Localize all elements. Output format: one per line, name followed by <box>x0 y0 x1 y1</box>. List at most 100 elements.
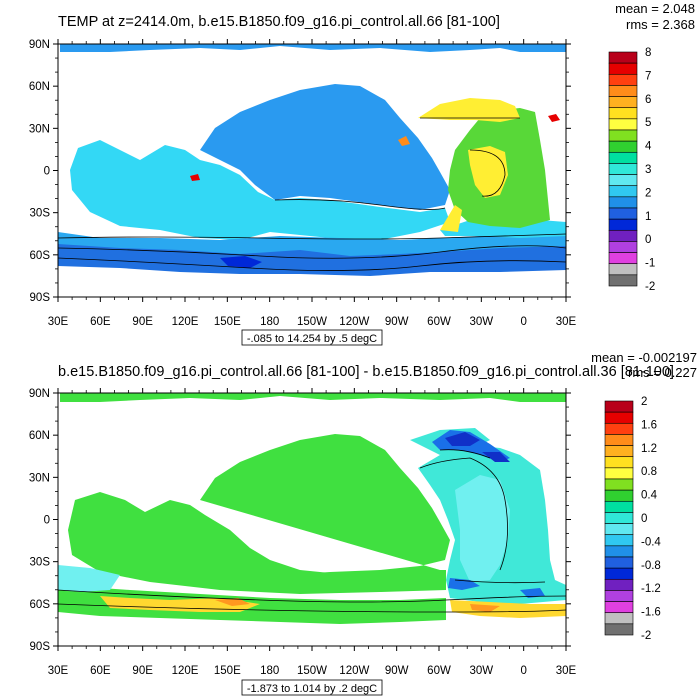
panel-2-range-box <box>241 679 383 696</box>
colorbar-swatch <box>608 163 638 175</box>
p2-southern-orange <box>215 598 250 606</box>
colorbar-label: 7 <box>645 70 651 82</box>
colorbar-label: 0.4 <box>641 490 658 502</box>
colorbar-label: 0 <box>641 513 647 525</box>
colorbar-swatch <box>604 623 634 636</box>
colorbar-swatch <box>604 590 634 602</box>
lat-label: 30S <box>30 557 51 569</box>
colorbar-label: 4 <box>645 141 652 153</box>
colorbar-label: -0.4 <box>641 536 661 548</box>
panel-2: b.e15.B1850.f09_g16.pi_control.all.66 [8… <box>29 350 697 696</box>
colorbar-swatch <box>604 556 634 569</box>
lon-label: 150W <box>297 316 327 328</box>
colorbar-swatch <box>608 140 638 153</box>
colorbar-label: 3 <box>645 164 651 176</box>
colorbar-swatch <box>608 241 638 253</box>
p1-contours <box>58 117 566 271</box>
p2-labrador-deep-2 <box>482 452 510 462</box>
panel-1-colorbar: 8 7 6 5 4 3 2 1 0 -1 -2 <box>608 47 655 293</box>
colorbar-swatch <box>608 274 638 287</box>
lon-label: 60E <box>90 665 111 677</box>
p2-atlantic-south-blue <box>448 578 480 590</box>
lon-label: 30E <box>48 316 69 328</box>
p2-contours <box>58 449 566 613</box>
p1-orange-patch <box>398 136 410 146</box>
p1-atlantic-yellow <box>418 98 520 122</box>
lon-label: 150W <box>297 665 327 677</box>
lon-label: 30W <box>470 316 494 328</box>
lon-label: 60E <box>90 316 111 328</box>
lon-label: 150E <box>214 665 241 677</box>
panel-1-ticks: 90N 60N 30N 0 30S 60S 90S 30E 60E 90E 120E 150E 180 1… <box>29 39 577 328</box>
colorbar-swatch <box>604 445 634 458</box>
colorbar-label: 0 <box>645 234 651 246</box>
colorbar-swatch <box>608 196 638 209</box>
colorbar-label: 6 <box>645 94 651 106</box>
p2-atlantic-light <box>455 475 510 582</box>
lon-label: 90E <box>132 316 153 328</box>
colorbar-swatch <box>604 434 634 446</box>
lon-label: 120W <box>339 316 369 328</box>
lon-label: 180 <box>260 665 279 677</box>
p2-cyan-west <box>58 565 120 592</box>
p2-southern-yellow-2 <box>450 600 566 618</box>
lat-label: 90S <box>30 292 51 304</box>
lat-label: 90S <box>30 641 51 653</box>
lat-label: 60N <box>29 81 50 93</box>
lon-label: 60W <box>427 316 451 328</box>
panel-2-rms: rms = 0.227 <box>628 365 697 380</box>
p1-arctic-ocean <box>60 44 566 52</box>
p1-darkblue-patch <box>220 256 262 268</box>
lon-label: 120W <box>339 665 369 677</box>
lon-label: 30W <box>470 665 494 677</box>
colorbar-label: 5 <box>645 117 651 129</box>
lon-label: 120E <box>172 316 199 328</box>
panel-2-range-text: -1.873 to 1.014 by .2 degC <box>247 683 377 695</box>
colorbar-swatch <box>608 252 638 265</box>
panel-2-colorbar: 2 1.6 1.2 0.8 0.4 0 -0.4 -0.8 -1.2 -1.6 -2 <box>604 396 661 642</box>
p1-med-red <box>548 114 560 122</box>
colorbar-swatch <box>604 467 634 480</box>
colorbar-swatch <box>608 263 638 276</box>
colorbar-label: 1 <box>645 211 651 223</box>
colorbar-swatch <box>608 107 638 120</box>
lon-label: 90W <box>385 665 409 677</box>
panel-1-range-box <box>241 329 383 346</box>
p2-indian-ocean <box>68 492 446 594</box>
lon-label: 90W <box>385 316 409 328</box>
lat-label: 90N <box>29 388 50 400</box>
panel-1-rms: rms = 2.368 <box>626 17 695 32</box>
lon-label: 180 <box>260 316 279 328</box>
lon-label: 120E <box>172 665 199 677</box>
colorbar-label: -0.8 <box>641 560 661 572</box>
lat-label: 30N <box>29 123 50 135</box>
lat-label: 60S <box>30 599 51 611</box>
colorbar-swatch <box>604 612 634 625</box>
panel-1: TEMP at z=2414.0m, b.e15.B1850.f09_g16.p… <box>29 1 695 346</box>
lat-label: 30S <box>30 208 51 220</box>
colorbar-label: -1.2 <box>641 583 661 595</box>
panel-1-range-text: -.085 to 14.254 by .5 degC <box>247 333 377 345</box>
colorbar-label: 8 <box>645 47 651 59</box>
colorbar-swatch <box>608 62 638 75</box>
p1-indian-ocean <box>70 140 450 240</box>
colorbar-swatch <box>604 567 634 580</box>
panel-2-mean: mean = -0.002197 <box>591 350 697 365</box>
colorbar-swatch <box>604 411 634 424</box>
lon-label: 150E <box>214 316 241 328</box>
colorbar-swatch <box>604 400 634 413</box>
colorbar-swatch <box>604 545 634 558</box>
colorbar-swatch <box>608 207 638 220</box>
colorbar-swatch <box>608 85 638 97</box>
colorbar-label: 0.8 <box>641 466 657 478</box>
colorbar-swatch <box>608 129 638 142</box>
colorbar-label: 2 <box>641 396 647 408</box>
colorbar-swatch <box>604 523 634 536</box>
panel-1-title: TEMP at z=2414.0m, b.e15.B1850.f09_g16.p… <box>58 14 500 30</box>
p1-atlantic-south <box>440 220 566 238</box>
p2-labrador-deep <box>445 432 480 446</box>
colorbar-swatch <box>608 51 638 64</box>
colorbar-swatch <box>604 534 634 547</box>
panel-1-mean: mean = 2.048 <box>615 1 695 16</box>
